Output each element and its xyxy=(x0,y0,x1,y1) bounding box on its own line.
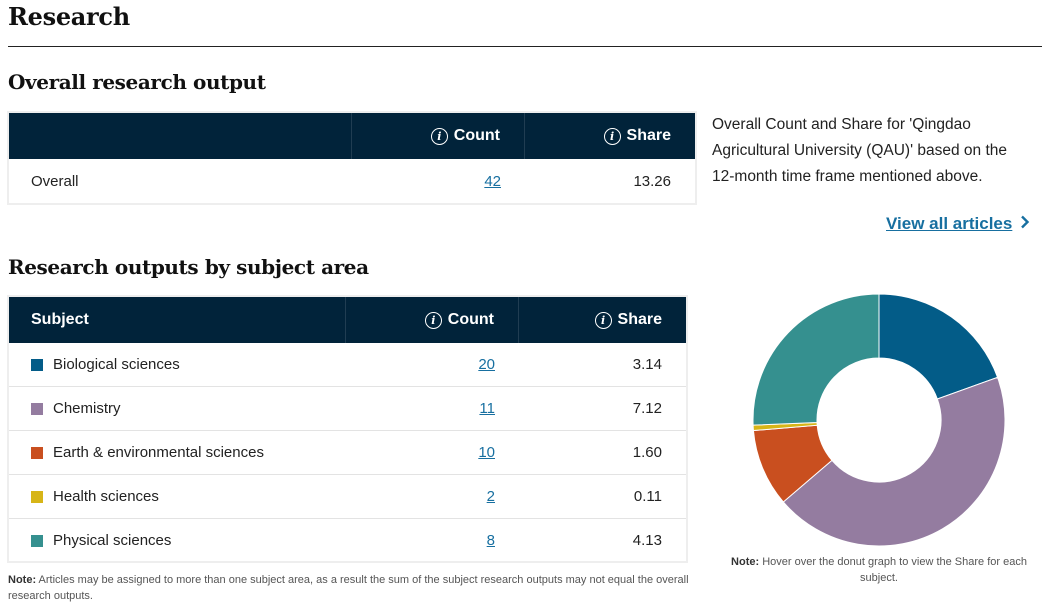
legend-swatch xyxy=(31,534,43,547)
view-all-label: View all articles xyxy=(886,213,1013,233)
info-icon[interactable]: i xyxy=(430,127,448,145)
subject-count-link[interactable]: 11 xyxy=(479,400,495,417)
table-row: Biological sciences 20 3.14 xyxy=(9,343,686,386)
header-share-label: Share xyxy=(626,127,671,144)
subject-name: Physical sciences xyxy=(53,532,172,549)
subject-name: Chemistry xyxy=(53,400,121,417)
overall-table-header: i Count i Share xyxy=(9,113,695,159)
donut-note: Note: Hover over the donut graph to view… xyxy=(714,554,1044,586)
subject-share-donut-chart[interactable] xyxy=(753,294,1005,546)
overall-label: Overall xyxy=(31,172,79,190)
info-icon[interactable]: i xyxy=(603,127,621,145)
subject-count-link[interactable]: 10 xyxy=(478,444,495,461)
legend-swatch xyxy=(31,490,43,503)
subject-count-link[interactable]: 8 xyxy=(486,532,495,549)
donut-note-label: Note: xyxy=(731,556,760,568)
title-divider xyxy=(8,46,1042,47)
subject-share: 7.12 xyxy=(632,400,662,417)
header-share[interactable]: i Share xyxy=(525,113,695,159)
subject-share: 0.11 xyxy=(633,488,662,505)
donut-slice-chemistry[interactable] xyxy=(782,376,1005,546)
overall-heading: Overall research output xyxy=(8,70,266,94)
page-title: Research xyxy=(8,2,130,31)
legend-swatch xyxy=(31,402,43,415)
view-all-articles-link[interactable]: View all articles xyxy=(886,213,1030,234)
legend-swatch xyxy=(31,446,43,459)
subject-share: 3.14 xyxy=(632,356,662,373)
subjects-table: Subject i Count i Share Biological scien… xyxy=(7,295,688,563)
note-label: Note: xyxy=(8,574,37,586)
table-row: Earth & environmental sciences 10 1.60 xyxy=(9,430,686,474)
subjects-note: Note: Articles may be assigned to more t… xyxy=(8,572,698,604)
header-share[interactable]: i Share xyxy=(519,297,686,343)
overall-description: Overall Count and Share for 'Qingdao Agr… xyxy=(712,116,1007,185)
donut-slice-physical-sciences[interactable] xyxy=(753,294,880,426)
subject-count-link[interactable]: 20 xyxy=(478,356,495,373)
header-count[interactable]: i Count xyxy=(346,297,519,343)
subject-name: Health sciences xyxy=(53,488,159,505)
overall-row: Overall 42 13.26 xyxy=(9,159,695,203)
subjects-heading: Research outputs by subject area xyxy=(8,255,369,279)
subject-share: 4.13 xyxy=(632,532,662,549)
header-blank xyxy=(9,113,352,159)
subject-name: Biological sciences xyxy=(53,356,180,373)
overall-share: 13.26 xyxy=(633,172,671,190)
header-share-label: Share xyxy=(617,311,662,328)
overall-count-link[interactable]: 42 xyxy=(484,172,501,190)
donut-slice-biological-sciences[interactable] xyxy=(878,294,999,400)
overall-table: i Count i Share Overall 42 13.26 xyxy=(7,111,697,205)
subject-count-link[interactable]: 2 xyxy=(486,488,495,505)
table-row: Chemistry 11 7.12 xyxy=(9,386,686,430)
legend-swatch xyxy=(31,358,43,371)
info-icon[interactable]: i xyxy=(424,311,442,329)
header-subject: Subject xyxy=(9,297,346,343)
donut-note-text: Hover over the donut graph to view the S… xyxy=(759,556,1027,584)
header-count[interactable]: i Count xyxy=(352,113,525,159)
info-icon[interactable]: i xyxy=(594,311,612,329)
subject-name: Earth & environmental sciences xyxy=(53,444,264,461)
subjects-table-header: Subject i Count i Share xyxy=(9,297,686,343)
subject-share: 1.60 xyxy=(632,444,662,461)
table-row: Health sciences 2 0.11 xyxy=(9,474,686,518)
chevron-right-icon xyxy=(1020,213,1030,234)
note-text: Articles may be assigned to more than on… xyxy=(8,574,689,602)
table-row: Physical sciences 8 4.13 xyxy=(9,518,686,562)
subjects-body: Biological sciences 20 3.14 Chemistry 11… xyxy=(9,343,686,562)
header-count-label: Count xyxy=(447,311,494,328)
header-count-label: Count xyxy=(453,127,500,144)
